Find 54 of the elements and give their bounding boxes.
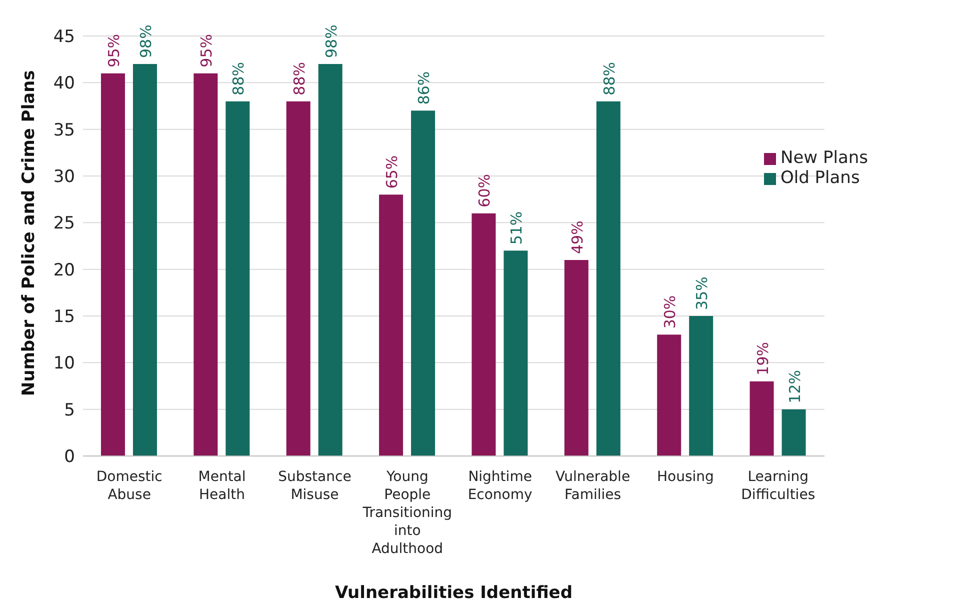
annotation: 35%	[693, 276, 712, 310]
bar	[132, 64, 157, 456]
x-tick-label: Nightime Economy	[468, 469, 532, 503]
y-tick-label: 40	[53, 74, 75, 94]
annotation: 49%	[568, 220, 586, 254]
y-tick-label: 20	[53, 260, 75, 280]
x-tick-label: Domestic Abuse	[96, 469, 162, 503]
annotation: 88%	[600, 62, 618, 96]
x-tick-label: Young People Transitioning into Adulthood	[362, 469, 452, 557]
annotation: 51%	[508, 211, 526, 245]
bar	[379, 194, 404, 456]
bar	[750, 381, 774, 456]
bar	[100, 73, 125, 456]
annotation: 98%	[322, 24, 340, 58]
bar	[504, 250, 528, 456]
bar	[472, 213, 496, 456]
y-tick-label: 45	[53, 27, 75, 48]
legend-label: New Plans	[780, 148, 868, 168]
annotation: 98%	[136, 24, 155, 58]
y-tick-label: 30	[53, 167, 75, 188]
bar	[411, 110, 436, 456]
y-tick-label: 5	[64, 400, 75, 420]
y-tick-label: 35	[53, 120, 75, 140]
x-tick-label: Substance Misuse	[278, 469, 352, 503]
bar	[657, 334, 682, 456]
x-tick-label: Housing	[656, 469, 714, 485]
annotation: 88%	[230, 62, 248, 96]
y-axis-title: Number of Police and Crime Plans	[19, 70, 40, 396]
bar	[226, 101, 250, 456]
annotation: 95%	[104, 34, 123, 68]
y-tick-label: 0	[64, 447, 75, 468]
y-tick-label: 25	[53, 214, 75, 234]
y-tick-label: 10	[53, 354, 75, 374]
bar	[318, 64, 342, 456]
annotation: 60%	[476, 174, 494, 208]
bar	[286, 101, 310, 456]
bar	[596, 101, 620, 456]
annotation: 86%	[415, 71, 434, 105]
x-tick-label: Learning Difficulties	[741, 469, 816, 503]
annotation: 95%	[198, 34, 216, 68]
annotation: 19%	[754, 342, 772, 376]
x-axis-title: Vulnerabilities Identified	[334, 583, 573, 603]
annotation: 12%	[786, 370, 804, 404]
x-tick-label: Vulnerable Families	[555, 469, 630, 503]
annotation: 30%	[661, 295, 680, 329]
x-tick-label: Mental Health	[198, 469, 246, 503]
annotation: 65%	[383, 155, 402, 189]
bar	[564, 260, 588, 456]
y-tick-label: 15	[53, 307, 75, 328]
legend-label: Old Plans	[780, 168, 860, 188]
bar	[194, 73, 218, 456]
bar	[782, 409, 806, 456]
annotation: 88%	[290, 62, 308, 96]
bar	[689, 316, 714, 456]
